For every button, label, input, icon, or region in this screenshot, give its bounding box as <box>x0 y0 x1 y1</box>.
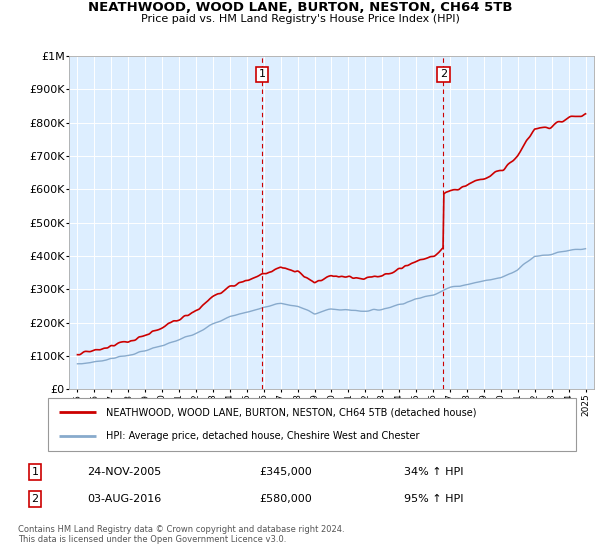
Text: HPI: Average price, detached house, Cheshire West and Chester: HPI: Average price, detached house, Ches… <box>106 431 419 441</box>
Text: NEATHWOOD, WOOD LANE, BURTON, NESTON, CH64 5TB (detached house): NEATHWOOD, WOOD LANE, BURTON, NESTON, CH… <box>106 408 476 418</box>
Text: Contains HM Land Registry data © Crown copyright and database right 2024.
This d: Contains HM Land Registry data © Crown c… <box>18 525 344 544</box>
Text: Price paid vs. HM Land Registry's House Price Index (HPI): Price paid vs. HM Land Registry's House … <box>140 14 460 24</box>
FancyBboxPatch shape <box>48 398 576 451</box>
Text: £345,000: £345,000 <box>260 467 313 477</box>
Text: 2: 2 <box>31 494 38 504</box>
Text: 1: 1 <box>259 69 266 80</box>
Text: NEATHWOOD, WOOD LANE, BURTON, NESTON, CH64 5TB: NEATHWOOD, WOOD LANE, BURTON, NESTON, CH… <box>88 1 512 14</box>
Text: 95% ↑ HPI: 95% ↑ HPI <box>404 494 463 504</box>
Text: 24-NOV-2005: 24-NOV-2005 <box>87 467 161 477</box>
Text: 03-AUG-2016: 03-AUG-2016 <box>87 494 161 504</box>
Text: 1: 1 <box>32 467 38 477</box>
Text: £580,000: £580,000 <box>260 494 313 504</box>
Text: 34% ↑ HPI: 34% ↑ HPI <box>404 467 463 477</box>
Text: 2: 2 <box>440 69 447 80</box>
